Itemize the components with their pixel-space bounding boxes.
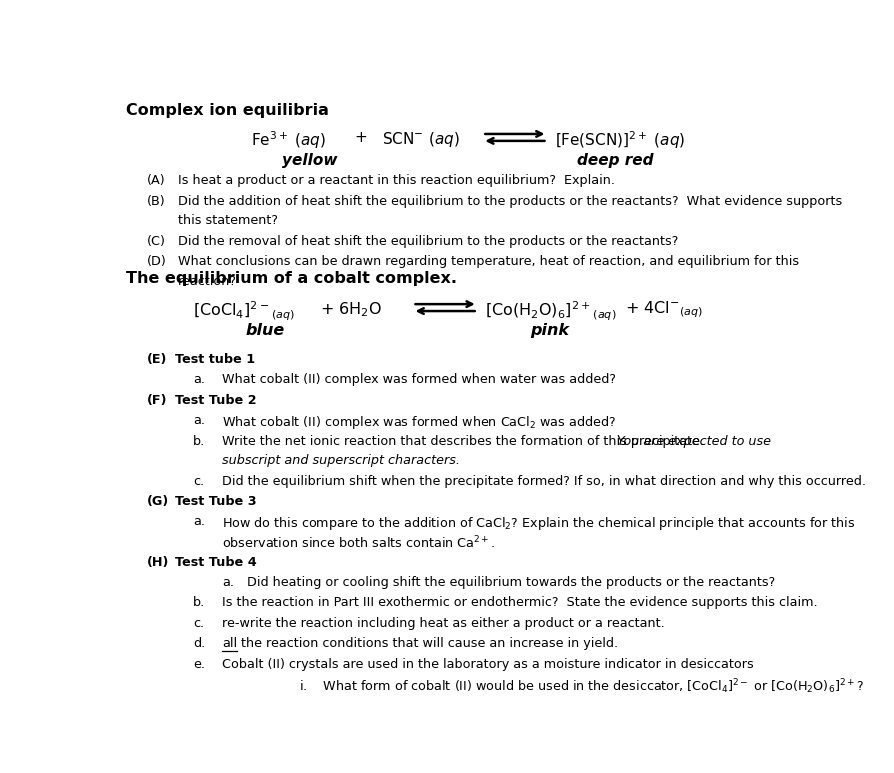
Text: all: all — [222, 637, 237, 650]
Text: What conclusions can be drawn regarding temperature, heat of reaction, and equil: What conclusions can be drawn regarding … — [178, 255, 798, 268]
Text: What cobalt (II) complex was formed when water was added?: What cobalt (II) complex was formed when… — [222, 373, 615, 386]
Text: [Co(H$_2$O)$_6$]$^{2+}$$_{(aq)}$: [Co(H$_2$O)$_6$]$^{2+}$$_{(aq)}$ — [485, 300, 616, 323]
Text: e.: e. — [193, 658, 205, 670]
Text: The equilibrium of a cobalt complex.: The equilibrium of a cobalt complex. — [126, 271, 456, 286]
Text: b.: b. — [193, 434, 206, 448]
Text: SCN$^{-}$ $(aq)$: SCN$^{-}$ $(aq)$ — [381, 130, 459, 148]
Text: c.: c. — [193, 617, 204, 630]
Text: (F): (F) — [147, 393, 167, 407]
Text: (C): (C) — [147, 235, 165, 248]
Text: d.: d. — [193, 637, 206, 650]
Text: a.: a. — [193, 516, 205, 529]
Text: $+\ 6$H$_2$O: $+\ 6$H$_2$O — [319, 300, 382, 318]
Text: Did the equilibrium shift when the precipitate formed? If so, in what direction : Did the equilibrium shift when the preci… — [222, 475, 865, 488]
Text: (B): (B) — [147, 195, 165, 208]
Text: yellow: yellow — [283, 153, 338, 168]
Text: [Fe(SCN)]$^{2+}$ $(aq)$: [Fe(SCN)]$^{2+}$ $(aq)$ — [554, 130, 685, 152]
Text: (G): (G) — [147, 495, 169, 508]
Text: the reaction conditions that will cause an increase in yield.: the reaction conditions that will cause … — [237, 637, 618, 650]
Text: c.: c. — [193, 475, 204, 488]
Text: (D): (D) — [147, 255, 166, 268]
Text: a.: a. — [193, 414, 205, 427]
Text: Fe$^{3+}$ $(aq)$: Fe$^{3+}$ $(aq)$ — [251, 130, 326, 152]
Text: blue: blue — [245, 323, 284, 338]
Text: subscript and superscript characters.: subscript and superscript characters. — [222, 455, 460, 467]
Text: i.    What form of cobalt (II) would be used in the desiccator, [CoCl$_4$]$^{2-}: i. What form of cobalt (II) would be use… — [299, 677, 864, 696]
Text: re-write the reaction including heat as either a product or a reactant.: re-write the reaction including heat as … — [222, 617, 664, 630]
Text: [CoCl$_4$]$^{2-}$$_{(aq)}$: [CoCl$_4$]$^{2-}$$_{(aq)}$ — [193, 300, 295, 323]
Text: $+$: $+$ — [353, 130, 367, 145]
Text: Is the reaction in Part III exothermic or endothermic?  State the evidence suppo: Is the reaction in Part III exothermic o… — [222, 596, 816, 609]
Text: (A): (A) — [147, 175, 165, 187]
Text: Write the net ionic reaction that describes the formation of this precipitate.: Write the net ionic reaction that descri… — [222, 434, 712, 448]
Text: Test Tube 4: Test Tube 4 — [175, 556, 257, 568]
Text: deep red: deep red — [577, 153, 653, 168]
Text: You are expected to use: You are expected to use — [617, 434, 771, 448]
Text: $+\ 4$Cl$^{-}$$_{(aq)}$: $+\ 4$Cl$^{-}$$_{(aq)}$ — [624, 300, 703, 321]
Text: (H): (H) — [147, 556, 169, 568]
Text: Is heat a product or a reactant in this reaction equilibrium?  Explain.: Is heat a product or a reactant in this … — [178, 175, 614, 187]
Text: a.: a. — [222, 576, 233, 589]
Text: observation since both salts contain Ca$^{2+}$.: observation since both salts contain Ca$… — [222, 535, 494, 552]
Text: a.: a. — [193, 373, 205, 386]
Text: (E): (E) — [147, 353, 167, 366]
Text: pink: pink — [530, 323, 569, 338]
Text: Complex ion equilibria: Complex ion equilibria — [126, 103, 328, 117]
Text: Test Tube 3: Test Tube 3 — [175, 495, 257, 508]
Text: reaction?: reaction? — [178, 275, 237, 288]
Text: What cobalt (II) complex was formed when CaCl$_2$ was added?: What cobalt (II) complex was formed when… — [222, 414, 615, 431]
Text: Did the addition of heat shift the equilibrium to the products or the reactants?: Did the addition of heat shift the equil… — [178, 195, 841, 208]
Text: this statement?: this statement? — [178, 214, 277, 227]
Text: Did heating or cooling shift the equilibrium towards the products or the reactan: Did heating or cooling shift the equilib… — [248, 576, 775, 589]
Text: How do this compare to the addition of CaCl$_2$? Explain the chemical principle : How do this compare to the addition of C… — [222, 516, 855, 533]
Text: Did the removal of heat shift the equilibrium to the products or the reactants?: Did the removal of heat shift the equili… — [178, 235, 678, 248]
Text: Cobalt (II) crystals are used in the laboratory as a moisture indicator in desic: Cobalt (II) crystals are used in the lab… — [222, 658, 753, 670]
Text: Test tube 1: Test tube 1 — [175, 353, 256, 366]
Text: b.: b. — [193, 596, 206, 609]
Text: Test Tube 2: Test Tube 2 — [175, 393, 257, 407]
